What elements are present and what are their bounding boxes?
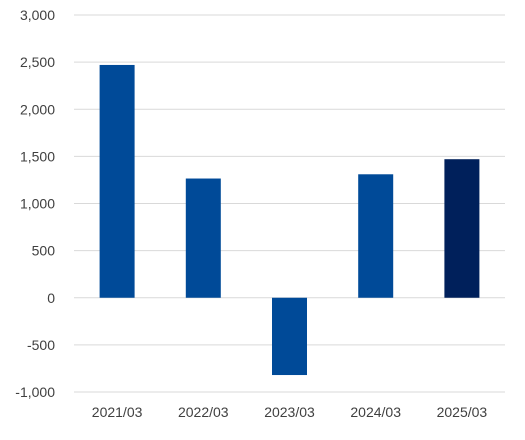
y-tick-label: 0	[47, 290, 55, 306]
x-axis-tick-labels: 2021/03 2022/03 2023/03 2024/03 2025/03	[92, 404, 488, 420]
bar-2025-03	[444, 159, 480, 298]
y-tick-label: 1,000	[20, 196, 55, 212]
y-tick-label: 1,500	[20, 148, 55, 164]
bar-2022-03	[185, 178, 221, 298]
x-tick-label: 2022/03	[178, 404, 229, 420]
y-tick-label: 3,000	[20, 7, 55, 23]
bar-2023-03	[272, 297, 307, 376]
x-tick-label: 2021/03	[92, 404, 143, 420]
y-tick-label: 500	[32, 243, 56, 259]
bars	[99, 64, 480, 376]
bar-2024-03	[358, 174, 394, 298]
x-tick-label: 2025/03	[437, 404, 488, 420]
y-tick-label: 2,000	[20, 101, 55, 117]
y-tick-label: -1,000	[15, 384, 55, 400]
y-tick-label: -500	[27, 337, 55, 353]
y-axis-tick-labels: -1,000 -500 0 500 1,000 1,500 2,000 2,500 3,000	[15, 7, 55, 400]
gridlines	[74, 14, 505, 393]
x-tick-label: 2024/03	[350, 404, 401, 420]
bar-2021-03	[99, 64, 135, 298]
x-tick-label: 2023/03	[264, 404, 315, 420]
y-tick-label: 2,500	[20, 54, 55, 70]
